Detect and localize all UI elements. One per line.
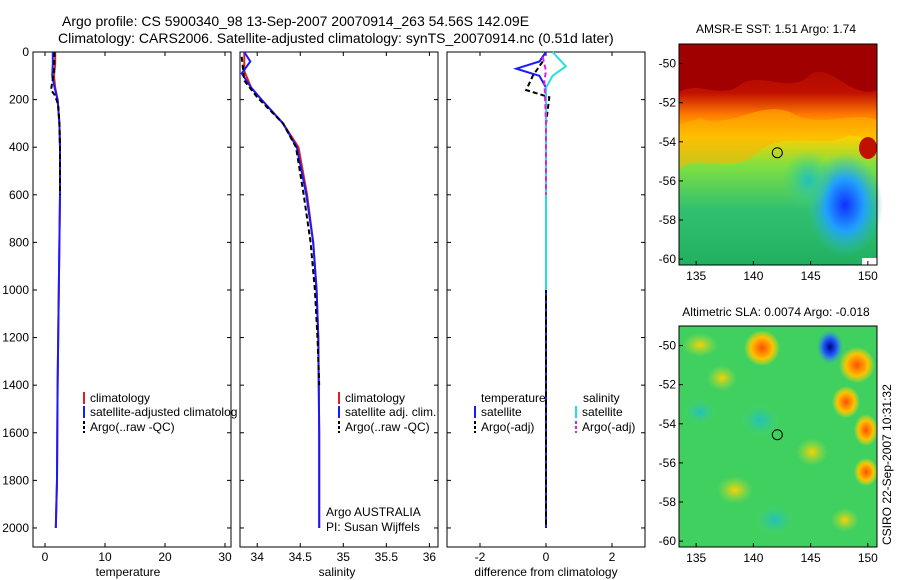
sla-map-frame xyxy=(678,325,878,548)
series-argo-raw-qc- xyxy=(49,51,61,195)
y-tick-label: 1200 xyxy=(2,331,29,345)
x-tick-label: 135 xyxy=(686,269,706,283)
series-argo-raw-qc- xyxy=(240,56,321,386)
sst-map-title: AMSR-E SST: 1.51 Argo: 1.74 xyxy=(696,22,856,36)
x-tick-label: 150 xyxy=(858,269,878,283)
argo-float-marker xyxy=(771,429,783,441)
series-salinity-argo-adj- xyxy=(541,56,548,195)
x-tick-label: 10 xyxy=(98,550,112,564)
y-tick-label: 1400 xyxy=(2,378,29,392)
sst-map-image xyxy=(679,44,883,265)
y-tick-label: -54 xyxy=(659,135,677,149)
x-tick-label: 150 xyxy=(858,551,878,565)
temperature-xlabel: temperature xyxy=(96,565,161,579)
sst-map-frame xyxy=(678,43,878,266)
y-tick-label: 200 xyxy=(9,93,29,107)
x-tick-label: 20 xyxy=(158,550,172,564)
x-tick-label: 0 xyxy=(42,550,49,564)
y-tick-label: -60 xyxy=(659,252,677,266)
y-tick-label: -58 xyxy=(659,213,677,227)
y-tick-label: 0 xyxy=(22,45,29,59)
y-tick-label: -58 xyxy=(659,495,677,509)
legend-label: satellite-adjusted climatolog xyxy=(90,405,237,419)
y-tick-label: -56 xyxy=(659,174,677,188)
x-tick-label: 36 xyxy=(423,550,437,564)
x-tick-label: 34.5 xyxy=(289,550,313,564)
legend-label: Argo(-adj) xyxy=(481,420,534,434)
salinity-panel xyxy=(239,51,439,548)
y-tick-label: 1600 xyxy=(2,426,29,440)
sst-map-axes: 135 140 145 150 -50 -52 -54 -56 -58 -60 xyxy=(659,57,879,283)
y-tick-label: 2000 xyxy=(2,521,29,535)
y-tick-label: -50 xyxy=(659,57,677,71)
y-tick-label: -50 xyxy=(659,339,677,353)
salinity-legend: climatology satellite adj. clim. Argo(..… xyxy=(326,391,436,534)
x-tick-label: -2 xyxy=(475,550,486,564)
float-pi-annotation: PI: Susan Wijffels xyxy=(326,520,420,534)
temperature-panel xyxy=(32,51,232,548)
series-temperature-satellite xyxy=(512,51,547,528)
difference-plot: -2 0 2 xyxy=(447,51,645,564)
y-tick-label: -52 xyxy=(659,96,677,110)
difference-legend: temperature salinity satellite Argo(-adj… xyxy=(474,391,635,434)
x-tick-label: 0 xyxy=(543,550,550,564)
y-tick-label: -56 xyxy=(659,456,677,470)
legend-label: climatology xyxy=(345,391,405,405)
legend-label: Argo(-adj) xyxy=(582,420,635,434)
x-tick-label: 135 xyxy=(686,551,706,565)
temperature-plot: 0 10 20 30 0 200 400 600 800 1000 1200 1400 1600 1800… xyxy=(2,45,232,564)
legend-label: Argo(..raw -QC) xyxy=(90,420,175,434)
legend-label: satellite xyxy=(481,405,522,419)
y-tick-label: 1800 xyxy=(2,473,29,487)
x-tick-label: 145 xyxy=(801,269,821,283)
side-timestamp-label: CSIRO 22-Sep-2007 10:31:32 xyxy=(880,384,894,545)
legend-label: satellite adj. clim. xyxy=(345,405,436,419)
argo-float-marker xyxy=(771,147,783,159)
sla-map-axes: 135 140 145 150 -50 -52 -54 -56 -58 -60 xyxy=(659,339,879,565)
legend-header-temperature: temperature xyxy=(481,391,546,405)
x-tick-label: 140 xyxy=(743,269,763,283)
y-tick-label: 1000 xyxy=(2,283,29,297)
x-tick-label: 35.5 xyxy=(375,550,399,564)
y-tick-label: -60 xyxy=(659,534,677,548)
figure-title-line1: Argo profile: CS 5900340_98 13-Sep-2007 … xyxy=(62,13,529,29)
x-tick-label: 35 xyxy=(337,550,351,564)
legend-label: Argo(..raw -QC) xyxy=(345,420,430,434)
legend-label: satellite xyxy=(582,405,623,419)
difference-xlabel: difference from climatology xyxy=(474,565,617,579)
sla-map-image xyxy=(679,326,878,547)
series-satellite-adj-clim- xyxy=(240,51,321,528)
x-tick-label: 2 xyxy=(609,550,616,564)
y-tick-label: 600 xyxy=(9,188,29,202)
y-tick-label: 800 xyxy=(9,235,29,249)
legend-label: climatology xyxy=(90,391,150,405)
figure-title-line2: Climatology: CARS2006. Satellite-adjuste… xyxy=(58,30,614,46)
x-tick-label: 34 xyxy=(251,550,265,564)
sla-map-title: Altimetric SLA: 0.0074 Argo: -0.018 xyxy=(682,305,870,319)
salinity-xlabel: salinity xyxy=(319,565,356,579)
x-tick-label: 140 xyxy=(743,551,763,565)
legend-header-salinity: salinity xyxy=(583,391,620,405)
float-owner-annotation: Argo AUSTRALIA xyxy=(326,505,421,519)
series-salinity-satellite xyxy=(545,51,568,290)
y-tick-label: 400 xyxy=(9,140,29,154)
temperature-legend: climatology satellite-adjusted climatolo… xyxy=(83,391,237,434)
x-tick-label: 145 xyxy=(801,551,821,565)
salinity-plot: 34 34.5 35 35.5 36 xyxy=(240,51,438,564)
x-tick-label: 30 xyxy=(218,550,232,564)
y-tick-label: -52 xyxy=(659,378,677,392)
y-tick-label: -54 xyxy=(659,417,677,431)
